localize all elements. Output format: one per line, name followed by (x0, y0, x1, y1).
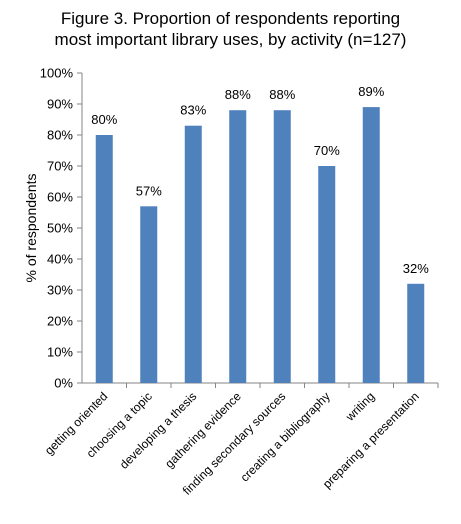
data-label: 89% (358, 84, 384, 99)
x-category-label: developing a thesis (117, 389, 200, 472)
x-category-label: gathering evidence (162, 389, 244, 471)
y-tick-label: 70% (47, 159, 73, 174)
chart-title: Figure 3. Proportion of respondents repo… (0, 8, 461, 50)
data-label: 88% (269, 87, 295, 102)
y-tick-label: 40% (47, 252, 73, 267)
x-category-label: creating a bibliography (238, 389, 333, 484)
chart-title-line-1: Figure 3. Proportion of respondents repo… (60, 9, 401, 28)
x-category-label: writing (342, 389, 377, 424)
data-label: 88% (225, 87, 251, 102)
y-axis-label: % of respondents (23, 174, 39, 283)
data-label: 70% (314, 143, 340, 158)
bar (273, 110, 291, 383)
data-label: 80% (91, 112, 117, 127)
y-tick-label: 60% (47, 190, 73, 205)
chart-title-line-2: most important library uses, by activity… (54, 30, 407, 49)
bar (184, 125, 202, 383)
data-label: 57% (136, 183, 162, 198)
y-tick-label: 100% (40, 66, 74, 81)
data-label: 83% (180, 103, 206, 118)
y-tick-label: 20% (47, 314, 73, 329)
data-label: 32% (403, 261, 429, 276)
bar (362, 107, 380, 383)
y-tick-label: 30% (47, 283, 73, 298)
y-tick-label: 90% (47, 97, 73, 112)
y-tick-label: 10% (47, 345, 73, 360)
bar (140, 206, 158, 383)
y-tick-label: 0% (54, 376, 73, 391)
y-tick-label: 50% (47, 221, 73, 236)
bar (318, 166, 336, 383)
y-tick-label: 80% (47, 128, 73, 143)
bar (407, 283, 425, 383)
bar (95, 135, 113, 383)
bar (229, 110, 247, 383)
